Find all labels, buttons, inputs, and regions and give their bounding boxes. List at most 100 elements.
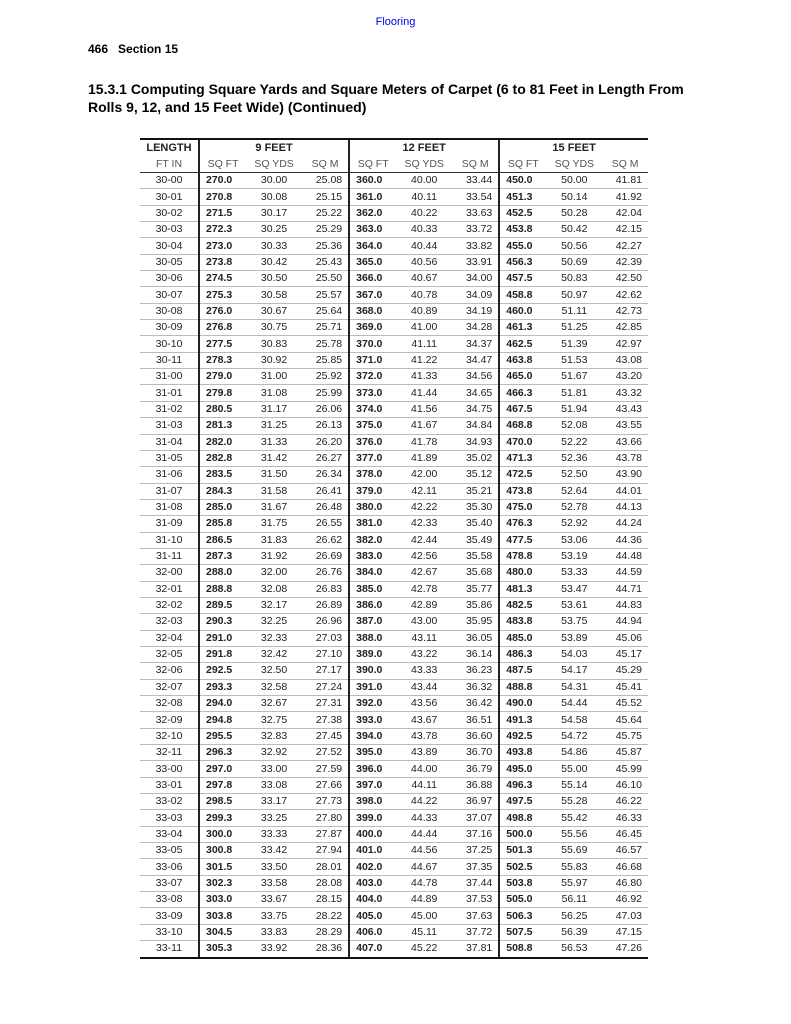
value-cell: 32.25	[246, 613, 303, 631]
value-cell: 35.02	[452, 450, 500, 468]
value-cell: 372.0	[348, 368, 397, 386]
value-cell: 487.5	[498, 662, 547, 680]
value-cell: 33.42	[246, 842, 303, 860]
table-row: 31-01 279.8 31.08 25.99 373.0 41.44 34.65 466.3…	[140, 384, 648, 402]
value-cell: 272.3	[197, 221, 247, 239]
value-cell: 483.8	[498, 613, 547, 631]
value-cell: 462.5	[498, 335, 547, 353]
value-cell: 43.22	[396, 646, 453, 664]
value-cell: 27.10	[302, 646, 350, 664]
length-cell: 30-08	[140, 303, 199, 321]
value-cell: 36.05	[452, 630, 500, 647]
table-body: 30-00 270.0 30.00 25.08 360.0 40.00 33.44 450.0…	[140, 172, 648, 959]
length-cell: 32-05	[140, 646, 199, 664]
value-cell: 485.0	[498, 630, 547, 647]
value-cell: 45.22	[396, 940, 453, 959]
value-cell: 282.8	[197, 450, 247, 468]
value-cell: 42.56	[396, 548, 453, 566]
value-cell: 40.44	[396, 237, 453, 255]
value-cell: 40.00	[396, 172, 453, 190]
value-cell: 42.00	[396, 466, 453, 484]
table-row: 33-04 300.0 33.33 27.87 400.0 44.44 37.16 500.0…	[140, 826, 648, 844]
table-row: 32-01 288.8 32.08 26.83 385.0 42.78 35.77 481.3…	[140, 581, 648, 598]
value-cell: 25.36	[302, 237, 350, 255]
value-cell: 36.60	[452, 728, 500, 746]
value-cell: 457.5	[498, 270, 547, 288]
value-cell: 43.44	[396, 679, 453, 697]
value-cell: 41.67	[396, 417, 453, 435]
value-cell: 44.36	[602, 532, 648, 549]
value-cell: 461.3	[498, 319, 547, 337]
value-cell: 33.54	[452, 188, 500, 206]
value-cell: 46.80	[602, 875, 648, 893]
length-cell: 32-11	[140, 744, 199, 762]
value-cell: 33.00	[246, 760, 303, 778]
value-cell: 45.99	[602, 760, 648, 778]
value-cell: 27.73	[302, 793, 350, 811]
value-cell: 26.06	[302, 401, 350, 419]
value-cell: 32.92	[246, 744, 303, 762]
value-cell: 279.8	[197, 384, 247, 402]
value-cell: 282.0	[197, 434, 247, 451]
length-cell: 32-01	[140, 581, 199, 598]
value-cell: 387.0	[348, 613, 397, 631]
value-cell: 493.8	[498, 744, 547, 762]
value-cell: 44.71	[602, 581, 648, 598]
table-row: 30-07 275.3 30.58 25.57 367.0 40.78 34.09 458.8…	[140, 286, 648, 304]
value-cell: 43.90	[602, 466, 648, 484]
table-row: 32-11 296.3 32.92 27.52 395.0 43.89 36.70 493.8…	[140, 744, 648, 762]
value-cell: 33.67	[246, 891, 303, 909]
length-cell: 30-06	[140, 270, 199, 288]
value-cell: 43.11	[396, 630, 453, 647]
value-cell: 289.5	[197, 597, 247, 615]
value-cell: 50.97	[546, 286, 603, 304]
value-cell: 43.78	[602, 450, 648, 468]
value-cell: 27.24	[302, 679, 350, 697]
table-row: 32-03 290.3 32.25 26.96 387.0 43.00 35.95 483.8…	[140, 613, 648, 631]
value-cell: 30.33	[246, 237, 303, 255]
value-cell: 30.50	[246, 270, 303, 288]
value-cell: 367.0	[348, 286, 397, 304]
value-cell: 383.0	[348, 548, 397, 566]
value-cell: 271.5	[197, 205, 247, 223]
value-cell: 508.8	[498, 940, 547, 959]
value-cell: 386.0	[348, 597, 397, 615]
length-cell: 30-11	[140, 352, 199, 370]
value-cell: 294.8	[197, 711, 247, 729]
value-cell: 42.67	[396, 564, 453, 582]
table-row: 30-03 272.3 30.25 25.29 363.0 40.33 33.72 453.8…	[140, 221, 648, 239]
value-cell: 41.81	[602, 172, 648, 190]
value-cell: 33.72	[452, 221, 500, 239]
sub-header: SQ M	[452, 157, 500, 173]
length-cell: 32-03	[140, 613, 199, 631]
value-cell: 25.43	[302, 254, 350, 272]
value-cell: 53.47	[546, 581, 603, 598]
value-cell: 26.62	[302, 532, 350, 549]
value-cell: 295.5	[197, 728, 247, 746]
value-cell: 41.44	[396, 384, 453, 402]
value-cell: 275.3	[197, 286, 247, 304]
value-cell: 36.23	[452, 662, 500, 680]
value-cell: 42.15	[602, 221, 648, 239]
value-cell: 395.0	[348, 744, 397, 762]
value-cell: 31.67	[246, 499, 303, 517]
value-cell: 46.22	[602, 793, 648, 811]
value-cell: 392.0	[348, 695, 397, 713]
value-cell: 33.82	[452, 237, 500, 255]
value-cell: 298.5	[197, 793, 247, 811]
value-cell: 285.8	[197, 515, 247, 533]
value-cell: 26.34	[302, 466, 350, 484]
value-cell: 380.0	[348, 499, 397, 517]
value-cell: 52.50	[546, 466, 603, 484]
value-cell: 45.41	[602, 679, 648, 697]
value-cell: 33.33	[246, 826, 303, 844]
value-cell: 400.0	[348, 826, 397, 844]
value-cell: 43.56	[396, 695, 453, 713]
value-cell: 25.15	[302, 188, 350, 206]
value-cell: 486.3	[498, 646, 547, 664]
value-cell: 32.83	[246, 728, 303, 746]
value-cell: 480.0	[498, 564, 547, 582]
value-cell: 50.56	[546, 237, 603, 255]
value-cell: 398.0	[348, 793, 397, 811]
length-cell: 32-07	[140, 679, 199, 697]
